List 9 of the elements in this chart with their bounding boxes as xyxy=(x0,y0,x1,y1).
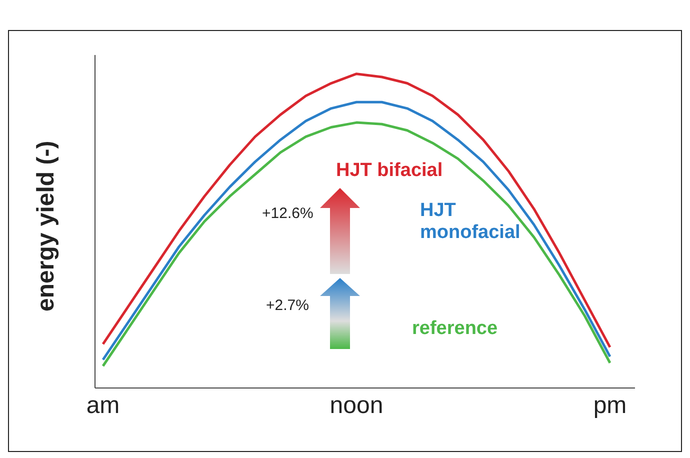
x-tick-label: pm xyxy=(593,392,627,420)
annotation: +2.7% xyxy=(266,297,309,314)
annotation: +12.6% xyxy=(262,205,314,222)
text: HJT bifacial xyxy=(336,160,444,182)
text: reference xyxy=(412,318,499,340)
series-label: HJT monofacial xyxy=(420,200,522,244)
x-tick-label: am xyxy=(86,392,120,420)
y-axis-title: energy yield (-) xyxy=(32,140,60,312)
x-tick-label: noon xyxy=(330,392,384,420)
